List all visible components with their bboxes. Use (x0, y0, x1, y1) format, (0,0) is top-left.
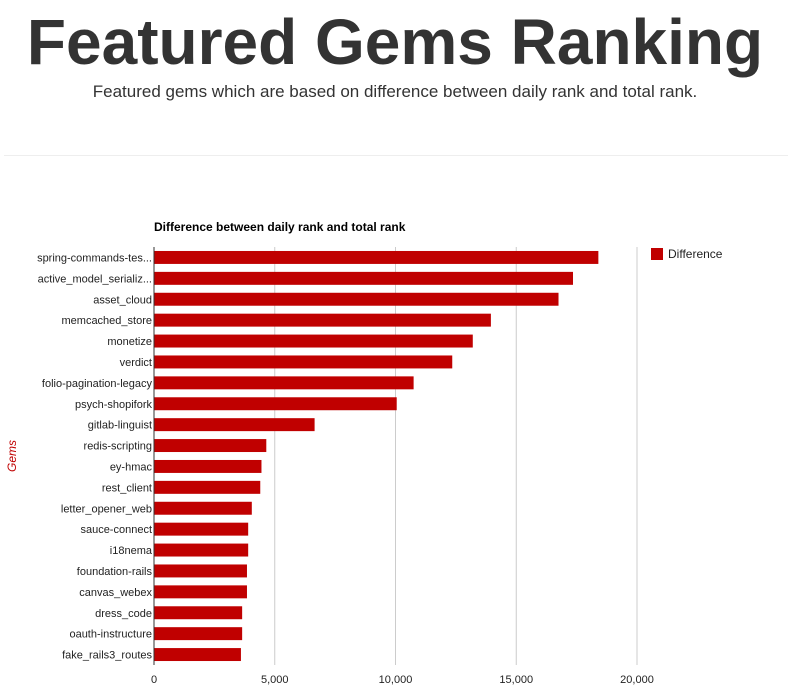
category-label: psych-shopifork (75, 399, 153, 411)
bar[interactable] (154, 418, 315, 432)
y-axis-title: Gems (5, 440, 19, 472)
x-tick-label: 5,000 (261, 674, 289, 686)
page-subtitle: Featured gems which are based on differe… (92, 82, 698, 101)
bar[interactable] (154, 355, 453, 369)
bar[interactable] (154, 627, 243, 641)
category-label: oauth-instructure (69, 629, 152, 641)
legend-label: Difference (668, 247, 723, 261)
x-tick-label: 15,000 (499, 674, 533, 686)
bar-chart: Difference between daily rank and total … (5, 220, 723, 686)
bar[interactable] (154, 271, 574, 285)
divider (4, 155, 788, 156)
bar[interactable] (154, 585, 247, 599)
bar[interactable] (154, 543, 249, 557)
bar[interactable] (154, 376, 414, 390)
category-label: fake_rails3_routes (62, 650, 152, 662)
category-label: ey-hmac (110, 461, 153, 473)
category-label: canvas_webex (79, 587, 152, 599)
category-label: letter_opener_web (61, 503, 152, 515)
bars (154, 250, 599, 662)
category-label: dress_code (95, 608, 152, 620)
x-tick-label: 10,000 (379, 674, 413, 686)
category-label: sauce-connect (80, 524, 152, 536)
x-tick-label: 20,000 (620, 674, 654, 686)
x-tick-label: 0 (151, 674, 157, 686)
bar[interactable] (154, 606, 243, 620)
bar[interactable] (154, 439, 267, 453)
category-label: rest_client (102, 482, 152, 494)
chart-title: Difference between daily rank and total … (154, 220, 406, 234)
category-label: memcached_store (62, 315, 153, 327)
category-label: foundation-rails (77, 566, 153, 578)
category-label: verdict (120, 357, 152, 369)
bar[interactable] (154, 397, 397, 411)
legend-swatch (651, 248, 663, 260)
grid-lines (274, 247, 638, 665)
bar[interactable] (154, 522, 249, 536)
bar[interactable] (154, 564, 247, 578)
bar[interactable] (154, 459, 262, 473)
bar[interactable] (154, 501, 252, 515)
category-label: spring-commands-tes... (37, 252, 152, 264)
category-label: gitlab-linguist (88, 420, 152, 432)
legend: Difference (651, 247, 723, 261)
category-labels: spring-commands-tes... active_model_seria… (37, 252, 153, 661)
category-label: monetize (107, 336, 152, 348)
category-label: active_model_serializ... (38, 273, 152, 285)
x-axis-tick-labels: 0 5,000 10,000 15,000 20,000 (151, 674, 654, 686)
bar[interactable] (154, 480, 261, 494)
category-label: folio-pagination-legacy (42, 378, 153, 390)
category-label: i18nema (110, 545, 153, 557)
category-label: asset_cloud (93, 294, 152, 306)
bar[interactable] (154, 313, 491, 327)
page-title: Featured Gems Ranking (26, 6, 764, 78)
category-label: redis-scripting (84, 441, 152, 453)
bar[interactable] (154, 250, 599, 264)
bar[interactable] (154, 292, 559, 306)
bar[interactable] (154, 334, 473, 348)
bar[interactable] (154, 648, 241, 662)
